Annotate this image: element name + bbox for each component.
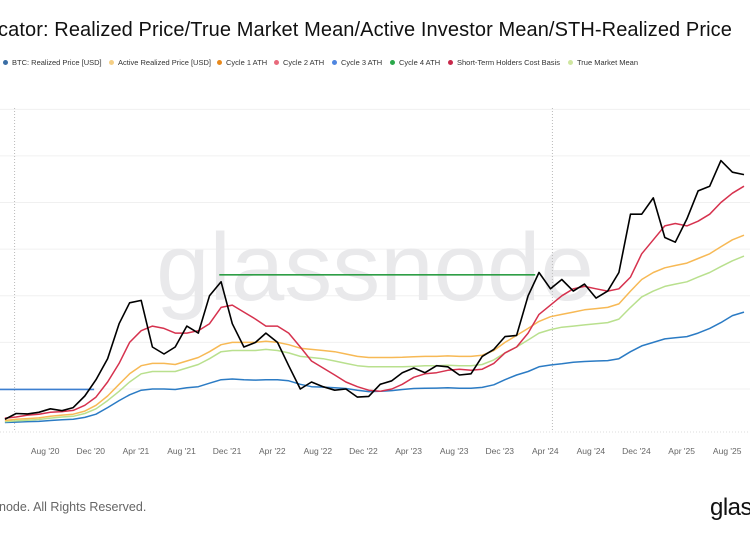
- legend-label: True Market Mean: [577, 58, 638, 67]
- legend-dot: [274, 60, 279, 65]
- x-tick-label: Aug '24: [577, 446, 606, 456]
- legend-item-cycle-3-ath[interactable]: Cycle 3 ATH: [332, 58, 382, 67]
- event-markers: [14, 108, 553, 432]
- x-tick-label: Aug '20: [31, 446, 60, 456]
- legend-item-sth-cost-basis[interactable]: Short-Term Holders Cost Basis: [448, 58, 560, 67]
- series-lines: [4, 159, 745, 424]
- legend-label: BTC: Realized Price [USD]: [12, 58, 102, 67]
- chart-title: cator: Realized Price/True Market Mean/A…: [0, 19, 732, 41]
- gridlines: [0, 108, 750, 433]
- legend-item-cycle-4-ath[interactable]: Cycle 4 ATH: [390, 58, 440, 67]
- ath-levels: [0, 273, 536, 391]
- legend-label: Cycle 4 ATH: [399, 58, 441, 67]
- watermark: glassnode: [156, 214, 594, 321]
- legend-dot: [568, 60, 573, 65]
- legend-item-realized-price[interactable]: BTC: Realized Price [USD]: [3, 58, 102, 67]
- x-tick-label: Apr '21: [123, 446, 150, 456]
- x-tick-label: Aug '22: [304, 446, 333, 456]
- legend-dot: [3, 60, 8, 65]
- legend-dot: [332, 60, 337, 65]
- legend-label: Cycle 2 ATH: [283, 58, 325, 67]
- legend-item-cycle-1-ath[interactable]: Cycle 1 ATH: [217, 58, 267, 67]
- x-tick-label: Dec '20: [76, 446, 105, 456]
- legend-label: Short-Term Holders Cost Basis: [457, 58, 560, 67]
- legend-dot: [109, 60, 114, 65]
- legend-label: Cycle 3 ATH: [341, 58, 383, 67]
- x-tick-label: Apr '23: [395, 446, 422, 456]
- x-tick-label: Aug '23: [440, 446, 469, 456]
- legend-item-cycle-2-ath[interactable]: Cycle 2 ATH: [274, 58, 324, 67]
- x-tick-label: Dec '22: [349, 446, 378, 456]
- legend-dot: [217, 60, 222, 65]
- active-series-line: [4, 234, 745, 422]
- tmm-series-line: [4, 255, 745, 423]
- legend-label: Active Realized Price [USD]: [118, 58, 211, 67]
- legend-item-active-realized-price[interactable]: Active Realized Price [USD]: [109, 58, 211, 67]
- x-tick-label: Apr '22: [259, 446, 286, 456]
- x-tick-label: Dec '24: [622, 446, 651, 456]
- x-tick-label: Dec '21: [213, 446, 242, 456]
- x-axis: Aug '20 Dec '20 Apr '21 Aug '21 Dec '21 Apr '…: [31, 446, 742, 456]
- x-tick-label: Apr '25: [668, 446, 695, 456]
- x-tick-label: Aug '21: [167, 446, 196, 456]
- copyright-text: node. All Rights Reserved.: [0, 500, 147, 514]
- legend-dot: [390, 60, 395, 65]
- glassnode-logo: glas: [710, 494, 750, 521]
- legend-item-true-market-mean[interactable]: True Market Mean: [568, 58, 638, 67]
- legend-label: Cycle 1 ATH: [226, 58, 268, 67]
- price-series-line: [4, 159, 745, 421]
- legend-dot: [448, 60, 453, 65]
- x-tick-label: Dec '23: [485, 446, 514, 456]
- x-tick-label: Aug '25: [713, 446, 742, 456]
- x-tick-label: Apr '24: [532, 446, 559, 456]
